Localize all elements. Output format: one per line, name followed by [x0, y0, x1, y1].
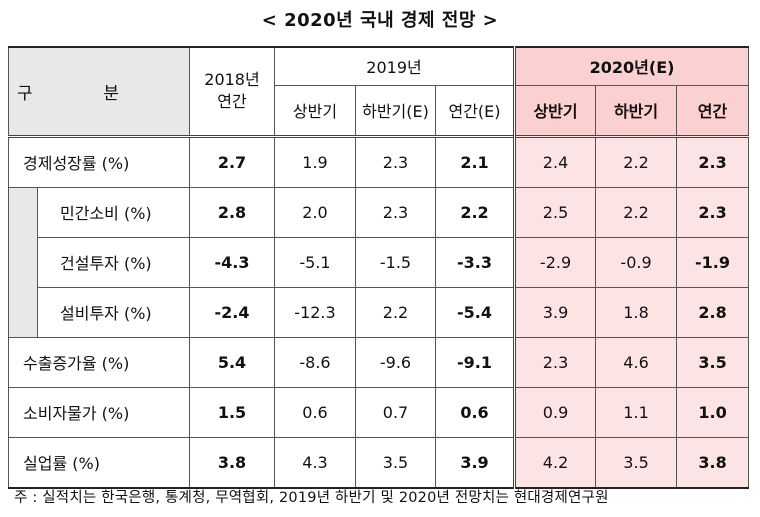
- table-row: 소비자물가 (%) 1.5 0.6 0.7 0.6 0.9 1.1 1.0: [8, 386, 750, 438]
- cell-2020-h2: 1.8: [595, 286, 678, 338]
- cell-2018: 2.7: [189, 135, 275, 188]
- table-row: 수출증가율 (%) 5.4 -8.6 -9.6 -9.1 2.3 4.6 3.5: [8, 336, 750, 388]
- cell-2019-h1: 4.3: [274, 436, 356, 488]
- cell-2018: 3.8: [189, 436, 275, 488]
- cell-2019-annual: 2.2: [434, 186, 516, 238]
- row-label: 건설투자 (%): [37, 236, 190, 288]
- economic-outlook-table: 구 분 2018년 연간 2019년 2020년(E) 상반기 하반기(E) 연…: [8, 46, 750, 489]
- row-label: 실업률 (%): [8, 436, 190, 488]
- cell-2020-annual: 2.3: [676, 186, 750, 238]
- header-2020-annual: 연간: [676, 84, 750, 137]
- cell-2018: 1.5: [189, 386, 275, 438]
- cell-2020-h1: -2.9: [513, 236, 597, 288]
- cell-2020-h1: 0.9: [513, 386, 597, 438]
- cell-2019-h2: 0.7: [355, 386, 436, 438]
- cell-2020-h2: -0.9: [595, 236, 678, 288]
- cell-2019-h1: 0.6: [274, 386, 356, 438]
- cell-2019-annual: 0.6: [434, 386, 516, 438]
- cell-2019-h2: 2.2: [355, 286, 436, 338]
- header-2020-h2: 하반기: [595, 84, 678, 137]
- cell-2019-h1: 1.9: [274, 135, 356, 188]
- cell-2020-annual: 3.5: [676, 336, 750, 388]
- header-group-2019: 2019년: [273, 46, 516, 86]
- cell-2020-h1: 4.2: [513, 436, 597, 488]
- cell-2019-annual: 3.9: [434, 436, 516, 488]
- cell-2019-h2: 2.3: [355, 186, 436, 238]
- cell-2019-h1: -5.1: [274, 236, 356, 288]
- cell-2018: 2.8: [189, 186, 275, 238]
- cell-2020-annual: 2.3: [676, 135, 750, 188]
- indent-column: [8, 187, 38, 338]
- table-row: 건설투자 (%) -4.3 -5.1 -1.5 -3.3 -2.9 -0.9 -…: [9, 236, 750, 288]
- cell-2019-h2: 3.5: [355, 436, 436, 488]
- header-2019-h1: 상반기: [274, 84, 356, 137]
- cell-2018: 5.4: [189, 336, 275, 388]
- cell-2020-h1: 2.3: [513, 336, 597, 388]
- cell-2020-annual: 1.0: [676, 386, 750, 438]
- header-2020-h1: 상반기: [513, 84, 597, 137]
- cell-2019-annual: 2.1: [434, 135, 516, 188]
- cell-2019-annual: -5.4: [434, 286, 516, 338]
- header-2019-h2: 하반기(E): [355, 84, 436, 137]
- table-row: 경제성장률 (%) 2.7 1.9 2.3 2.1 2.4 2.2 2.3: [8, 135, 750, 188]
- table-title: < 2020년 국내 경제 전망 >: [261, 10, 499, 31]
- source-footnote: 주 : 실적치는 한국은행, 통계청, 무역협회, 2019년 하반기 및 20…: [14, 490, 609, 506]
- cell-2019-h1: 2.0: [274, 186, 356, 238]
- cell-2018: -2.4: [189, 286, 275, 338]
- row-label: 소비자물가 (%): [8, 386, 190, 438]
- cell-2019-annual: -3.3: [434, 236, 516, 288]
- cell-2018: -4.3: [189, 236, 275, 288]
- cell-2019-annual: -9.1: [434, 336, 516, 388]
- row-label: 수출증가율 (%): [8, 336, 190, 388]
- header-gubun: 구 분: [8, 46, 190, 137]
- cell-2020-annual: 3.8: [676, 436, 750, 488]
- cell-2020-h1: 2.5: [513, 186, 597, 238]
- cell-2020-h1: 3.9: [513, 286, 597, 338]
- cell-2020-h2: 3.5: [595, 436, 678, 488]
- cell-2020-annual: -1.9: [676, 236, 750, 288]
- cell-2019-h1: -12.3: [274, 286, 356, 338]
- table-row: 민간소비 (%) 2.8 2.0 2.3 2.2 2.5 2.2 2.3: [8, 186, 750, 338]
- header-2018-annual: 2018년 연간: [189, 46, 275, 137]
- header-group-2020: 2020년(E): [513, 46, 750, 86]
- cell-2020-h2: 2.2: [595, 135, 678, 188]
- cell-2019-h2: -9.6: [355, 336, 436, 388]
- cell-2020-h2: 4.6: [595, 336, 678, 388]
- cell-2020-h2: 1.1: [595, 386, 678, 438]
- row-label: 설비투자 (%): [37, 286, 190, 338]
- cell-2019-h2: -1.5: [355, 236, 436, 288]
- row-label: 민간소비 (%): [37, 186, 190, 238]
- cell-2019-h1: -8.6: [274, 336, 356, 388]
- header-2019-annual: 연간(E): [434, 84, 516, 137]
- cell-2019-h2: 2.3: [355, 135, 436, 188]
- table-row: 실업률 (%) 3.8 4.3 3.5 3.9 4.2 3.5 3.8: [8, 436, 750, 488]
- row-label: 경제성장률 (%): [8, 135, 190, 188]
- cell-2020-h2: 2.2: [595, 186, 678, 238]
- table-row: 설비투자 (%) -2.4 -12.3 2.2 -5.4 3.9 1.8 2.8: [9, 286, 750, 338]
- cell-2020-annual: 2.8: [676, 286, 750, 338]
- cell-2020-h1: 2.4: [513, 135, 597, 188]
